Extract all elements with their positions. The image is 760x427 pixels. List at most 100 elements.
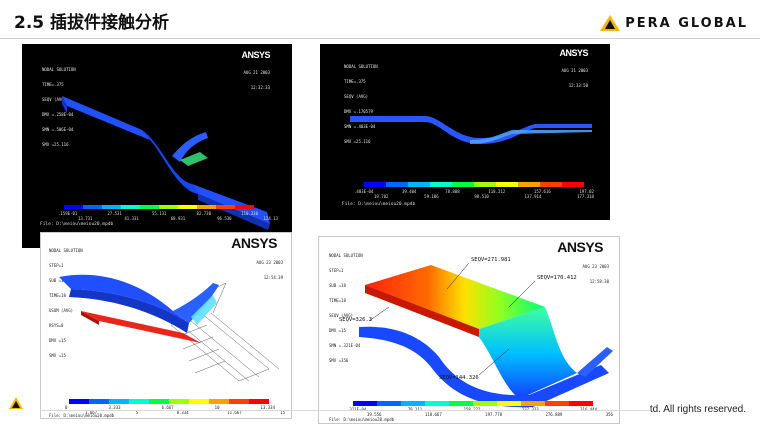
legend-label: 197.02 [579, 189, 594, 194]
legend-swatch [452, 182, 474, 187]
footer-divider [40, 410, 650, 411]
legend-swatch [249, 399, 269, 404]
legend-label: 15 [280, 410, 285, 415]
legend-label: 276.889 [545, 412, 563, 417]
header-line: DMX =.170579 [344, 109, 373, 114]
color-legend [64, 205, 254, 209]
legend-label: 110.330 [241, 211, 258, 216]
stress-callout: SEQV=326.3 [339, 317, 373, 323]
color-legend [69, 399, 269, 404]
legend-bottom-labels: 19.702 59.106 98.510 137.914 177.318 [374, 194, 594, 199]
legend-swatch [473, 401, 497, 406]
legend-label: 82.730 [196, 211, 211, 216]
file-path: File: D:\meiou\meiou20.mpdb [329, 417, 395, 422]
stress-callout: SEQV=271.981 [471, 257, 511, 263]
ansys-logo: ANSYS [231, 235, 277, 251]
legend-label: 79.111 [408, 407, 422, 412]
panel-2: NODAL SOLUTION TIME=.375 SEQV (AVG) DMX … [320, 44, 610, 220]
legend-swatch [149, 399, 169, 404]
legend-label: 59.106 [424, 194, 439, 199]
legend-swatch [159, 205, 178, 209]
legend-swatch [521, 401, 545, 406]
legend-label: 19.702 [374, 194, 389, 199]
legend-label: 13.334 [260, 405, 275, 410]
legend-swatch [474, 182, 496, 187]
header-line: TIME=.375 [42, 82, 64, 87]
panel-1-header: NODAL SOLUTION TIME=.375 SEQV (AVG) DMX … [42, 57, 76, 157]
legend-label: 157.616 [533, 189, 551, 194]
header-line: SUB =18 [49, 278, 66, 283]
legend-swatch [425, 401, 449, 406]
header-line: SMX =15 [49, 353, 66, 358]
legend-label: 5 [135, 410, 139, 415]
legend-swatch [216, 205, 235, 209]
header-line: DMX =15 [49, 338, 66, 343]
legend-label: .159E-01 [58, 211, 78, 216]
legend-swatch [64, 205, 83, 209]
panel-3-header: NODAL SOLUTION STEP=1 SUB =18 TIME=18 US… [49, 238, 83, 368]
stress-callout: SEQV=170.412 [537, 275, 577, 281]
contact-model-4 [359, 262, 613, 408]
legend-swatch [364, 182, 386, 187]
file-path: File: D:\meiou\meiou20.mpdb [40, 222, 114, 227]
legend-label: 39.556 [367, 412, 382, 417]
header-line: SMX =356 [329, 358, 349, 363]
header-line: TIME=.375 [344, 79, 366, 84]
legend-label: 137.914 [524, 194, 542, 199]
time-text: 12:33:50 [568, 83, 588, 88]
legend-swatch [540, 182, 562, 187]
legend-swatch [197, 205, 216, 209]
brand-logo: PERA GLOBAL [599, 14, 748, 32]
ansys-logo: ANSYS [241, 50, 270, 60]
legend-swatch [209, 399, 229, 404]
header-line: TIME=18 [329, 298, 346, 303]
header-line: SUB =18 [329, 283, 346, 288]
legend-label: 13.731 [78, 216, 93, 221]
legend-swatch [562, 182, 584, 187]
legend-swatch [121, 205, 140, 209]
legend-label: 68.931 [170, 216, 186, 221]
legend-label: 55.131 [151, 211, 167, 216]
legend-label: 39.404 [401, 189, 417, 194]
header-line: RSYS=0 [49, 323, 64, 328]
header-line: SMN =.321E-04 [329, 343, 361, 348]
header-line: SEQV (AVG) [344, 94, 369, 99]
legend-swatch [69, 399, 89, 404]
header-line: NODAL SOLUTION [344, 64, 378, 69]
panel-3-datetime: AUG 23 2003 12:54:39 [257, 250, 284, 290]
legend-swatch [401, 401, 425, 406]
legend-swatch [178, 205, 197, 209]
legend-label: 0 [65, 405, 68, 410]
ansys-logo: ANSYS [557, 239, 603, 255]
legend-swatch [169, 399, 189, 404]
contact-model-2 [350, 116, 592, 144]
header-line: USUM (AVG) [49, 308, 74, 313]
panel-4: NODAL SOLUTION STEP=1 SUB =18 TIME=18 SE… [318, 236, 620, 424]
legend-bottom-labels: 39.556 118.667 197.778 276.889 356 [367, 412, 613, 417]
legend-label: 3.333 [108, 405, 121, 410]
legend-swatch [497, 401, 521, 406]
legend-swatch [83, 205, 102, 209]
header-line: NODAL SOLUTION [329, 253, 363, 258]
header-line: NODAL SOLUTION [42, 67, 76, 72]
legend-swatch [189, 399, 209, 404]
legend-swatch [386, 182, 408, 187]
pera-triangle-icon [600, 15, 621, 31]
header-line: NODAL SOLUTION [49, 248, 83, 253]
copyright-text: td. All rights reserved. [649, 404, 746, 415]
legend-swatch [89, 399, 109, 404]
legend-swatch [102, 205, 121, 209]
legend-swatch [496, 182, 518, 187]
legend-label: 41.331 [124, 216, 139, 221]
legend-label: 10 [214, 405, 220, 410]
header-line: SMX =25.116 [344, 139, 371, 144]
pera-triangle-icon [9, 397, 23, 409]
header-divider [0, 38, 760, 39]
time-text: 12:58:30 [589, 279, 609, 284]
legend-label: 118.667 [424, 412, 442, 417]
file-path: File: D:\meiou\meiou20.mpdb [342, 202, 416, 207]
color-legend [353, 401, 593, 406]
legend-label: 197.778 [485, 412, 503, 417]
legend-label: 27.531 [107, 211, 122, 216]
legend-label: 11.667 [227, 410, 242, 415]
